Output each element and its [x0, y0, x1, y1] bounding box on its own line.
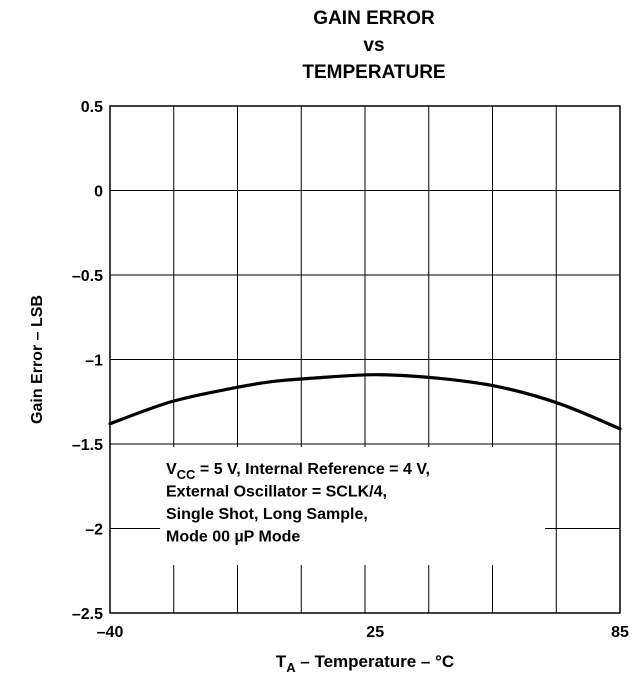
y-tick-label: 0: [94, 184, 103, 201]
y-axis-label: Gain Error – LSB: [29, 295, 46, 424]
title-line-1: vs: [363, 35, 384, 56]
x-label-subscript: A: [286, 660, 296, 675]
x-tick-labels: –40 25 85: [97, 624, 629, 641]
annotation-line-1: External Oscillator = SCLK/4,: [166, 484, 387, 501]
title-line-2: TEMPERATURE: [302, 62, 445, 83]
x-tick-label: –40: [97, 624, 124, 641]
y-tick-labels: 0.5 0 –0.5 –1 –1.5 –2 –2.5: [72, 99, 103, 623]
x-tick-label: 85: [611, 624, 629, 641]
y-tick-label: –0.5: [72, 268, 103, 285]
x-axis-label: TA – Temperature – °C: [276, 652, 454, 675]
y-tick-label: 0.5: [81, 99, 103, 116]
annotation-background: [160, 447, 545, 565]
annotation-line-3: Mode 00 µP Mode: [166, 529, 300, 546]
y-tick-label: –1.5: [72, 437, 103, 454]
y-tick-label: –1: [85, 353, 103, 370]
x-label-text: – Temperature – °C: [296, 652, 455, 671]
x-tick-label: 25: [366, 624, 384, 641]
series-group: [108, 373, 622, 431]
annotation-line-2: Single Shot, Long Sample,: [166, 506, 368, 523]
series-line-0: [108, 373, 622, 431]
x-label-symbol: T: [276, 652, 287, 671]
annotation-line-0: VCC = 5 V, Internal Reference = 4 V,: [166, 461, 430, 482]
conditions-annotation: VCC = 5 V, Internal Reference = 4 V, Exte…: [160, 447, 545, 565]
plot-frame: [109, 105, 621, 614]
title-line-0: GAIN ERROR: [313, 8, 435, 29]
y-tick-label: –2.5: [72, 606, 103, 623]
y-tick-label: –2: [85, 522, 103, 539]
chart-title: GAIN ERROR vs TEMPERATURE: [302, 8, 445, 83]
